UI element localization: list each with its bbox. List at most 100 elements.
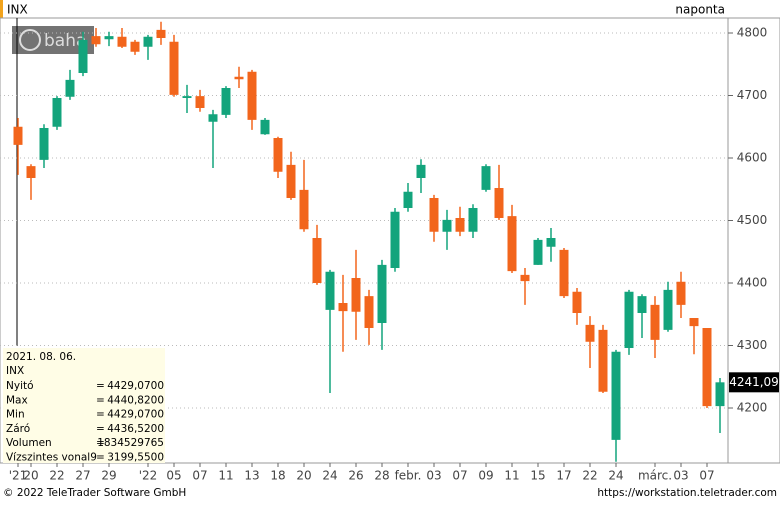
candle-body xyxy=(234,76,244,80)
info-value: 4429,0700 xyxy=(107,409,164,421)
candle-body xyxy=(689,318,699,327)
candle-body xyxy=(247,71,257,120)
info-separator: = xyxy=(96,437,105,449)
x-tick-label: 07 xyxy=(192,469,207,483)
x-tick-label: 07 xyxy=(452,469,467,483)
candle-body xyxy=(91,36,101,45)
info-key: Min xyxy=(6,409,25,421)
x-tick-label: 15 xyxy=(530,469,545,483)
candle-body xyxy=(273,138,283,172)
candle-body xyxy=(650,304,660,340)
x-tick-label: márc. xyxy=(638,469,672,483)
y-tick-label: 4200 xyxy=(737,401,768,415)
info-value: 4429,0700 xyxy=(107,380,164,392)
info-separator: = xyxy=(96,409,105,421)
candle-body xyxy=(520,274,530,282)
candle-body xyxy=(507,216,517,272)
candle-body xyxy=(611,351,621,440)
info-value: 4436,5200 xyxy=(107,423,164,435)
candle-body xyxy=(312,238,322,283)
info-date: 2021. 08. 06. xyxy=(6,351,76,363)
x-tick-label: 03 xyxy=(426,469,441,483)
y-tick-label: 4400 xyxy=(737,276,768,290)
candle-body xyxy=(702,328,712,407)
info-key: Záró xyxy=(6,423,30,435)
candle-body xyxy=(377,264,387,323)
watermark-text: baha xyxy=(44,31,86,51)
x-tick-label: 03 xyxy=(673,469,688,483)
info-symbol: INX xyxy=(6,365,24,377)
interval: naponta xyxy=(675,3,725,17)
x-tick-label: 17 xyxy=(556,469,571,483)
candle-body xyxy=(351,278,361,312)
candle-body xyxy=(442,219,452,232)
candle-body xyxy=(598,329,608,392)
info-key: Vízszintes vonal9 xyxy=(6,452,97,464)
x-tick-label: 26 xyxy=(348,469,363,483)
candle-body xyxy=(715,382,725,407)
candle-body xyxy=(429,198,439,232)
y-tick-label: 4300 xyxy=(737,338,768,352)
candle-body xyxy=(338,303,348,312)
copyright: © 2022 TeleTrader Software GmbH xyxy=(3,487,186,499)
x-tick-label: 05 xyxy=(166,469,181,483)
x-tick-label: '22 xyxy=(139,469,158,483)
candle-body xyxy=(416,164,426,178)
y-tick-label: 4500 xyxy=(737,213,768,227)
y-axis-panel xyxy=(727,17,780,464)
x-tick-label: febr. xyxy=(395,469,422,483)
candle-body xyxy=(39,128,49,160)
candle-body xyxy=(286,164,296,198)
info-separator: = xyxy=(96,394,105,406)
candle-body xyxy=(390,211,400,268)
candle-body xyxy=(481,166,491,190)
info-key: Max xyxy=(6,394,28,406)
x-tick-label: 22 xyxy=(582,469,597,483)
x-tick-label: 07 xyxy=(699,469,714,483)
info-separator: = xyxy=(96,423,105,435)
candle-body xyxy=(325,271,335,310)
candle-body xyxy=(169,41,179,95)
x-tick-label: 13 xyxy=(244,469,259,483)
y-tick-label: 4700 xyxy=(737,88,768,102)
info-key: Nyitó xyxy=(6,380,34,392)
candle-body xyxy=(455,218,465,232)
candle-body xyxy=(663,289,673,330)
x-tick-label: 11 xyxy=(218,469,233,483)
candle-body xyxy=(52,98,62,127)
candle-body xyxy=(221,88,231,115)
candle-body xyxy=(403,191,413,208)
info-value: 1834529765 xyxy=(97,437,164,449)
candle-body xyxy=(156,29,166,38)
candle-body xyxy=(26,166,36,178)
x-tick-label: 18 xyxy=(270,469,285,483)
x-tick-label: 20 xyxy=(296,469,311,483)
candle-body xyxy=(78,39,88,73)
y-tick-label: 4600 xyxy=(737,151,768,165)
x-tick-label: 09 xyxy=(478,469,493,483)
candle-body xyxy=(637,296,647,313)
candle-body xyxy=(143,36,153,47)
candle-body xyxy=(559,249,569,297)
candle-body xyxy=(182,96,192,98)
info-separator: = xyxy=(96,452,105,464)
symbol-marker xyxy=(0,0,3,18)
candle-body xyxy=(533,239,543,265)
candle-body xyxy=(624,291,634,348)
candle-body xyxy=(117,36,127,47)
info-separator: = xyxy=(96,380,105,392)
url: https://workstation.teletrader.com xyxy=(597,487,777,499)
info-box xyxy=(3,348,165,463)
candle-body xyxy=(546,238,556,247)
x-tick-label: 24 xyxy=(608,469,623,483)
y-tick-label: 4800 xyxy=(737,26,768,40)
candle-body xyxy=(260,119,270,135)
candle-body xyxy=(65,79,75,97)
info-value: 4440,8200 xyxy=(107,394,164,406)
candle-body xyxy=(676,281,686,305)
x-tick-label: 29 xyxy=(101,469,116,483)
candle-body xyxy=(13,126,23,145)
symbol: INX xyxy=(7,3,28,17)
x-tick-label: 28 xyxy=(374,469,389,483)
candle-body xyxy=(208,114,218,122)
